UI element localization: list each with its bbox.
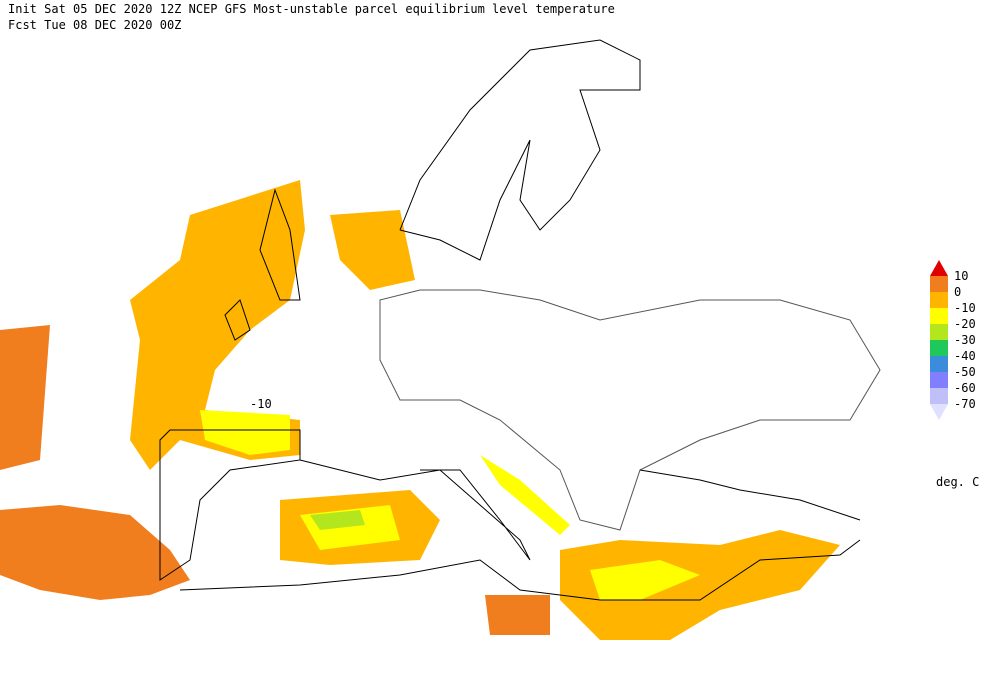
colorbar-label: -70 — [954, 397, 976, 411]
field — [0, 180, 840, 640]
colorbar-swatch — [930, 276, 948, 292]
contour-label: -10 — [250, 397, 272, 411]
colorbar-label: -30 — [954, 333, 976, 347]
colorbar: 10 0 -10 -20 -30 -40 -50 -60 -70 — [930, 260, 976, 420]
colorbar-label: -10 — [954, 301, 976, 315]
colorbar-swatch — [930, 324, 948, 340]
colorbar-label: -40 — [954, 349, 976, 363]
colorbar-swatch — [930, 292, 948, 308]
header-line2: Fcst Tue 08 DEC 2020 00Z — [8, 18, 181, 32]
colorbar-swatch — [930, 308, 948, 324]
colorbar-unit: deg. C — [936, 475, 979, 489]
colorbar-arrow-bottom — [930, 404, 948, 420]
colorbar-arrow-top — [930, 260, 948, 276]
colorbar-label: -60 — [954, 381, 976, 395]
colorbar-label: 10 — [954, 269, 968, 283]
colorbar-swatch — [930, 388, 948, 404]
colorbar-swatch — [930, 356, 948, 372]
header-line1: Init Sat 05 DEC 2020 12Z NCEP GFS Most-u… — [8, 2, 615, 16]
colorbar-swatch — [930, 372, 948, 388]
colorbar-label: 0 — [954, 285, 961, 299]
colorbar-label: -20 — [954, 317, 976, 331]
coastline — [159, 39, 881, 601]
colorbar-label: -50 — [954, 365, 976, 379]
colorbar-swatch — [930, 340, 948, 356]
